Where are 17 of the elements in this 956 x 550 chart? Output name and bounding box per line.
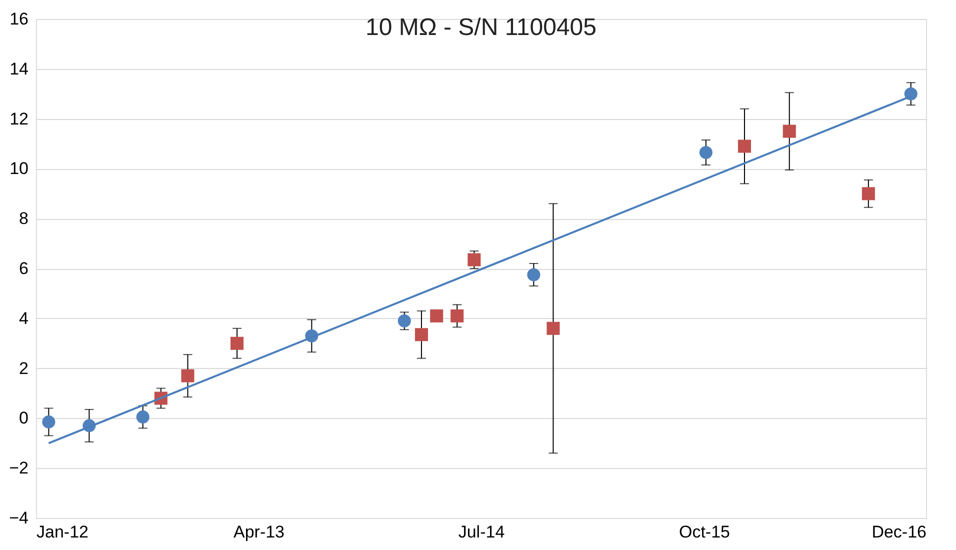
y-tick-label: −2 bbox=[9, 458, 28, 478]
y-tick-label: 8 bbox=[19, 209, 28, 228]
y-tick-label: 2 bbox=[19, 358, 28, 378]
x-tick-label: Jan-12 bbox=[36, 522, 88, 542]
y-tick-label: 4 bbox=[19, 308, 28, 328]
y-tick-label: 10 bbox=[10, 159, 28, 178]
y-tick-label: 0 bbox=[19, 408, 28, 428]
y-tick-label: 6 bbox=[19, 259, 28, 278]
x-tick-label: Oct-15 bbox=[678, 522, 730, 542]
y-tick-label: −4 bbox=[9, 508, 28, 528]
y-tick-label: 14 bbox=[10, 59, 28, 78]
x-tick-label: Dec-16 bbox=[872, 522, 926, 542]
chart-title: 10 MΩ - S/N 1100405 bbox=[366, 14, 596, 41]
y-tick-label: 12 bbox=[10, 109, 28, 128]
x-tick-label: Jul-14 bbox=[458, 522, 505, 542]
y-tick-label: 16 bbox=[10, 10, 28, 28]
x-tick-label: Apr-13 bbox=[233, 522, 285, 542]
